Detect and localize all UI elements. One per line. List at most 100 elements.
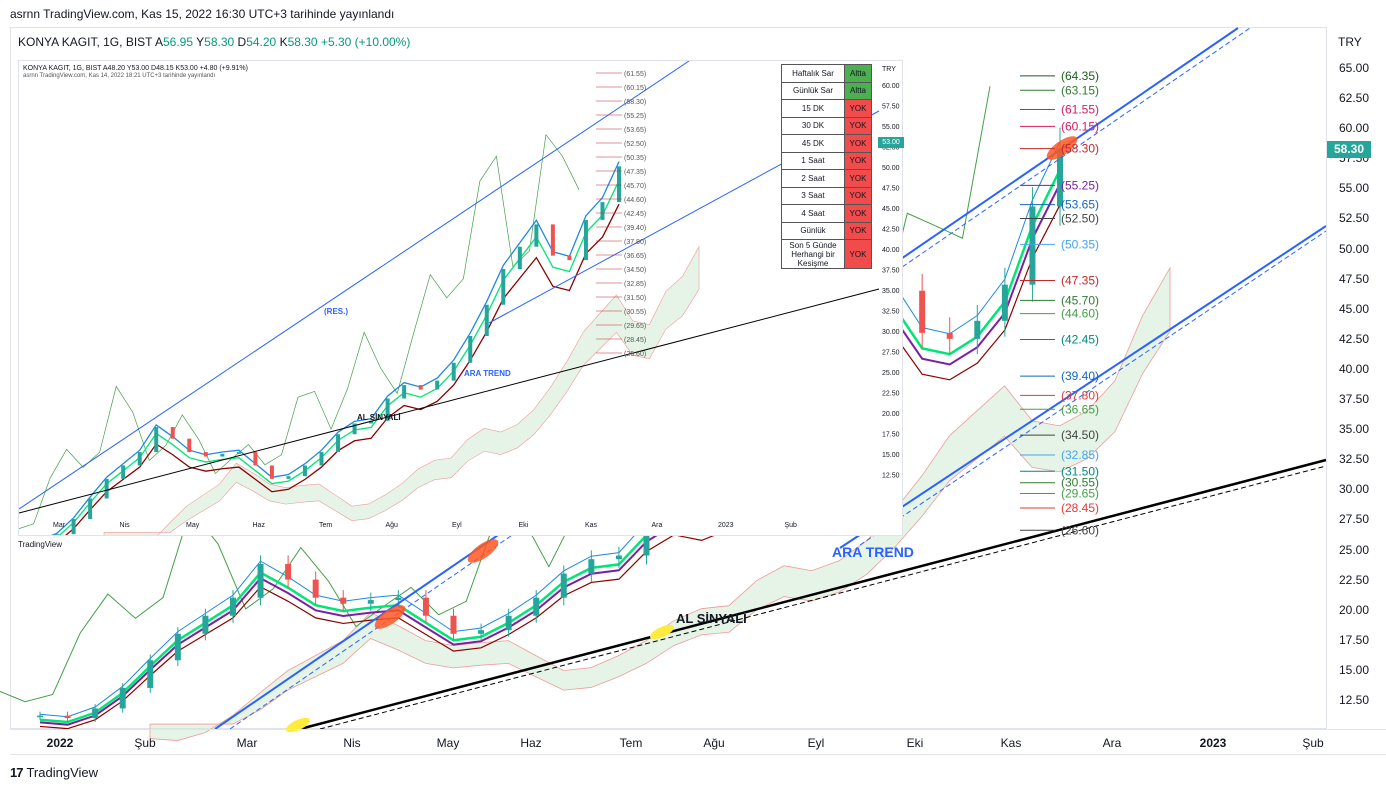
candle-body [257, 563, 264, 598]
fib-level-label: (55.25) [1061, 178, 1099, 192]
candle-body [946, 332, 953, 339]
buy-marker [286, 717, 310, 733]
inset-y-tick: 50.00 [882, 165, 900, 172]
inset-candle [352, 423, 357, 435]
fib-level-label: (30.55) [1061, 476, 1099, 490]
signal-name: Günlük Sar [781, 81, 845, 100]
inset-y-tick: 57.50 [882, 104, 900, 111]
inset-level-label: (39.40) [624, 225, 646, 232]
low-label: D [237, 35, 247, 49]
x-tick-label: 2022 [46, 736, 74, 750]
inset-candle [501, 269, 506, 305]
fib-level-label: (29.65) [1061, 487, 1099, 501]
signal-row: 3 Saat YOK [781, 186, 872, 205]
candle-body [147, 660, 154, 688]
y-tick-label: 62.50 [1339, 91, 1370, 106]
inset-x-tick: Eyl [452, 522, 462, 529]
y-tick-label: 17.50 [1339, 632, 1370, 647]
inset-candle [567, 255, 572, 261]
inset-candle [468, 336, 473, 363]
signal-row: 30 DK YOK [781, 116, 872, 135]
inset-x-tick: Haz [253, 522, 266, 529]
price-axis[interactable] [1326, 27, 1386, 729]
fib-level-label: (36.65) [1061, 402, 1099, 416]
inset-y-tick: 20.00 [882, 411, 900, 418]
inset-chart-snapshot: KONYA KAGIT, 1G, BIST A48.20 Y53.00 D48.… [18, 60, 903, 536]
y-tick-label: 20.00 [1339, 602, 1370, 617]
signal-value: YOK [844, 169, 872, 188]
candle-body [285, 563, 292, 580]
inset-level-label: (37.80) [624, 239, 646, 246]
inset-y-tick: 27.50 [882, 350, 900, 357]
candle-body [1057, 148, 1063, 207]
inset-candle [418, 385, 423, 390]
inset-candle [369, 420, 374, 424]
signal-name: 1 Saat [781, 151, 845, 170]
x-tick-label: Eki [906, 736, 924, 750]
tradingview-logo-icon: 17 [10, 765, 24, 780]
fib-level-label: (61.55) [1061, 103, 1099, 117]
signal-row: 4 Saat YOK [781, 204, 872, 223]
inset-candle [55, 534, 60, 535]
footer-brand: TradingView [26, 765, 99, 780]
inset-candle [336, 434, 341, 453]
signal-name: 4 Saat [781, 204, 845, 223]
candle-body [367, 600, 374, 604]
signal-name: 2 Saat [781, 169, 845, 188]
inset-candle [203, 452, 208, 457]
inset-candle [187, 438, 192, 453]
signal-name: 45 DK [781, 134, 845, 153]
last-price-label: 58.30 [1327, 141, 1371, 158]
inset-level-label: (61.55) [624, 71, 646, 78]
inset-y-tick: 45.00 [882, 206, 900, 213]
fib-level-label: (63.15) [1061, 83, 1099, 97]
inset-x-tick: May [186, 522, 200, 529]
candle-body [478, 630, 485, 634]
fib-level-label: (45.70) [1061, 293, 1099, 307]
candle-body [1001, 284, 1008, 321]
y-tick-label: 50.00 [1339, 241, 1370, 256]
signal-name: Günlük [781, 221, 845, 240]
signal-name: Son 5 Günde Herhangi bir Kesişme [781, 239, 845, 269]
inset-candle [137, 452, 142, 466]
inset-last-price: 53.00 [878, 137, 904, 148]
fib-level-label: (64.35) [1061, 69, 1099, 83]
inset-y-tick: 55.00 [882, 124, 900, 131]
fib-level-label: (50.35) [1061, 237, 1099, 251]
inset-level-label: (52.50) [624, 141, 646, 148]
fib-level-label: (37.80) [1061, 388, 1099, 402]
inset-candle [154, 427, 159, 453]
x-tick-label: Nis [343, 736, 361, 750]
y-tick-label: 35.00 [1339, 422, 1370, 437]
inset-level-label: (26.60) [624, 351, 646, 358]
y-tick-label: 27.50 [1339, 512, 1370, 527]
y-tick-label: 52.50 [1339, 211, 1370, 226]
low-value: 54.20 [246, 35, 277, 49]
fib-level-label: (42.45) [1061, 332, 1099, 346]
x-tick-label: May [436, 736, 460, 750]
inset-candle [517, 246, 522, 270]
candle-body [588, 559, 595, 574]
inset-y-tick: 52.50 [882, 145, 900, 152]
candle-body [174, 633, 181, 661]
inset-candle [236, 452, 241, 454]
time-axis[interactable] [10, 729, 1386, 755]
inset-level-label: (47.35) [624, 169, 646, 176]
inset-candle [104, 478, 109, 499]
x-tick-label: Ara [1102, 736, 1122, 750]
inset-candle [269, 465, 274, 479]
inset-candle [220, 453, 225, 457]
inset-y-tick: 25.00 [882, 370, 900, 377]
candle-body [64, 715, 71, 719]
fib-level-label: (31.50) [1061, 464, 1099, 478]
ara-trend-annotation: ARA TREND [832, 544, 914, 560]
inset-conversion-line [51, 161, 620, 535]
chart-pane[interactable] [10, 27, 1326, 729]
inset-x-tick: Ara [652, 522, 663, 529]
signal-row: Haftalık Sar Altta [781, 64, 872, 83]
candle-body [533, 597, 540, 616]
fib-level-label: (26.60) [1061, 523, 1099, 537]
signal-row: 15 DK YOK [781, 99, 872, 118]
y-tick-label: 32.50 [1339, 452, 1370, 467]
candle-body [615, 555, 622, 560]
